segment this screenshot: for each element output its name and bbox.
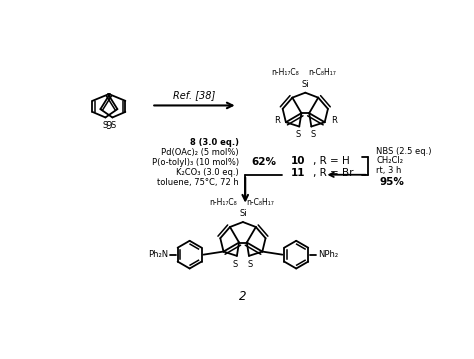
Text: rt, 3 h: rt, 3 h <box>376 165 401 174</box>
Text: , R = Br: , R = Br <box>313 168 354 178</box>
Text: n-C₈H₁₇: n-C₈H₁₇ <box>246 197 274 207</box>
Text: toluene, 75°C, 72 h: toluene, 75°C, 72 h <box>157 178 239 187</box>
Text: S: S <box>110 121 116 130</box>
Text: R: R <box>331 116 337 125</box>
Text: 11: 11 <box>291 168 305 178</box>
Text: S: S <box>310 130 316 139</box>
Text: Si: Si <box>239 209 247 218</box>
Text: 9: 9 <box>106 121 112 131</box>
Text: n-H₁₇C₈: n-H₁₇C₈ <box>209 197 237 207</box>
Text: S: S <box>295 130 301 139</box>
Text: Ref. [38]: Ref. [38] <box>173 90 216 100</box>
Text: S: S <box>233 260 238 269</box>
Text: R: R <box>274 116 280 125</box>
Text: Si: Si <box>301 80 309 89</box>
Text: NPh₂: NPh₂ <box>318 250 338 259</box>
Text: S: S <box>248 260 253 269</box>
Text: 62%: 62% <box>251 158 276 167</box>
Text: , R = H: , R = H <box>313 156 350 166</box>
Text: K₂CO₃ (3.0 eq.): K₂CO₃ (3.0 eq.) <box>176 168 239 177</box>
Text: 8 (3.0 eq.): 8 (3.0 eq.) <box>190 138 239 147</box>
Text: Ph₂N: Ph₂N <box>148 250 168 259</box>
Text: 10: 10 <box>291 156 305 166</box>
Text: P(o-tolyl)₃ (10 mol%): P(o-tolyl)₃ (10 mol%) <box>152 158 239 167</box>
Text: Pd(OAc)₂ (5 mol%): Pd(OAc)₂ (5 mol%) <box>162 148 239 157</box>
Text: 95%: 95% <box>379 177 404 187</box>
Text: n-H₁₇C₈: n-H₁₇C₈ <box>272 68 299 77</box>
Text: S: S <box>102 121 107 130</box>
Text: n-C₈H₁₇: n-C₈H₁₇ <box>309 68 336 77</box>
Text: NBS (2.5 eq.): NBS (2.5 eq.) <box>376 147 432 156</box>
Text: CH₂Cl₂: CH₂Cl₂ <box>376 157 403 165</box>
Text: 2: 2 <box>239 290 246 303</box>
